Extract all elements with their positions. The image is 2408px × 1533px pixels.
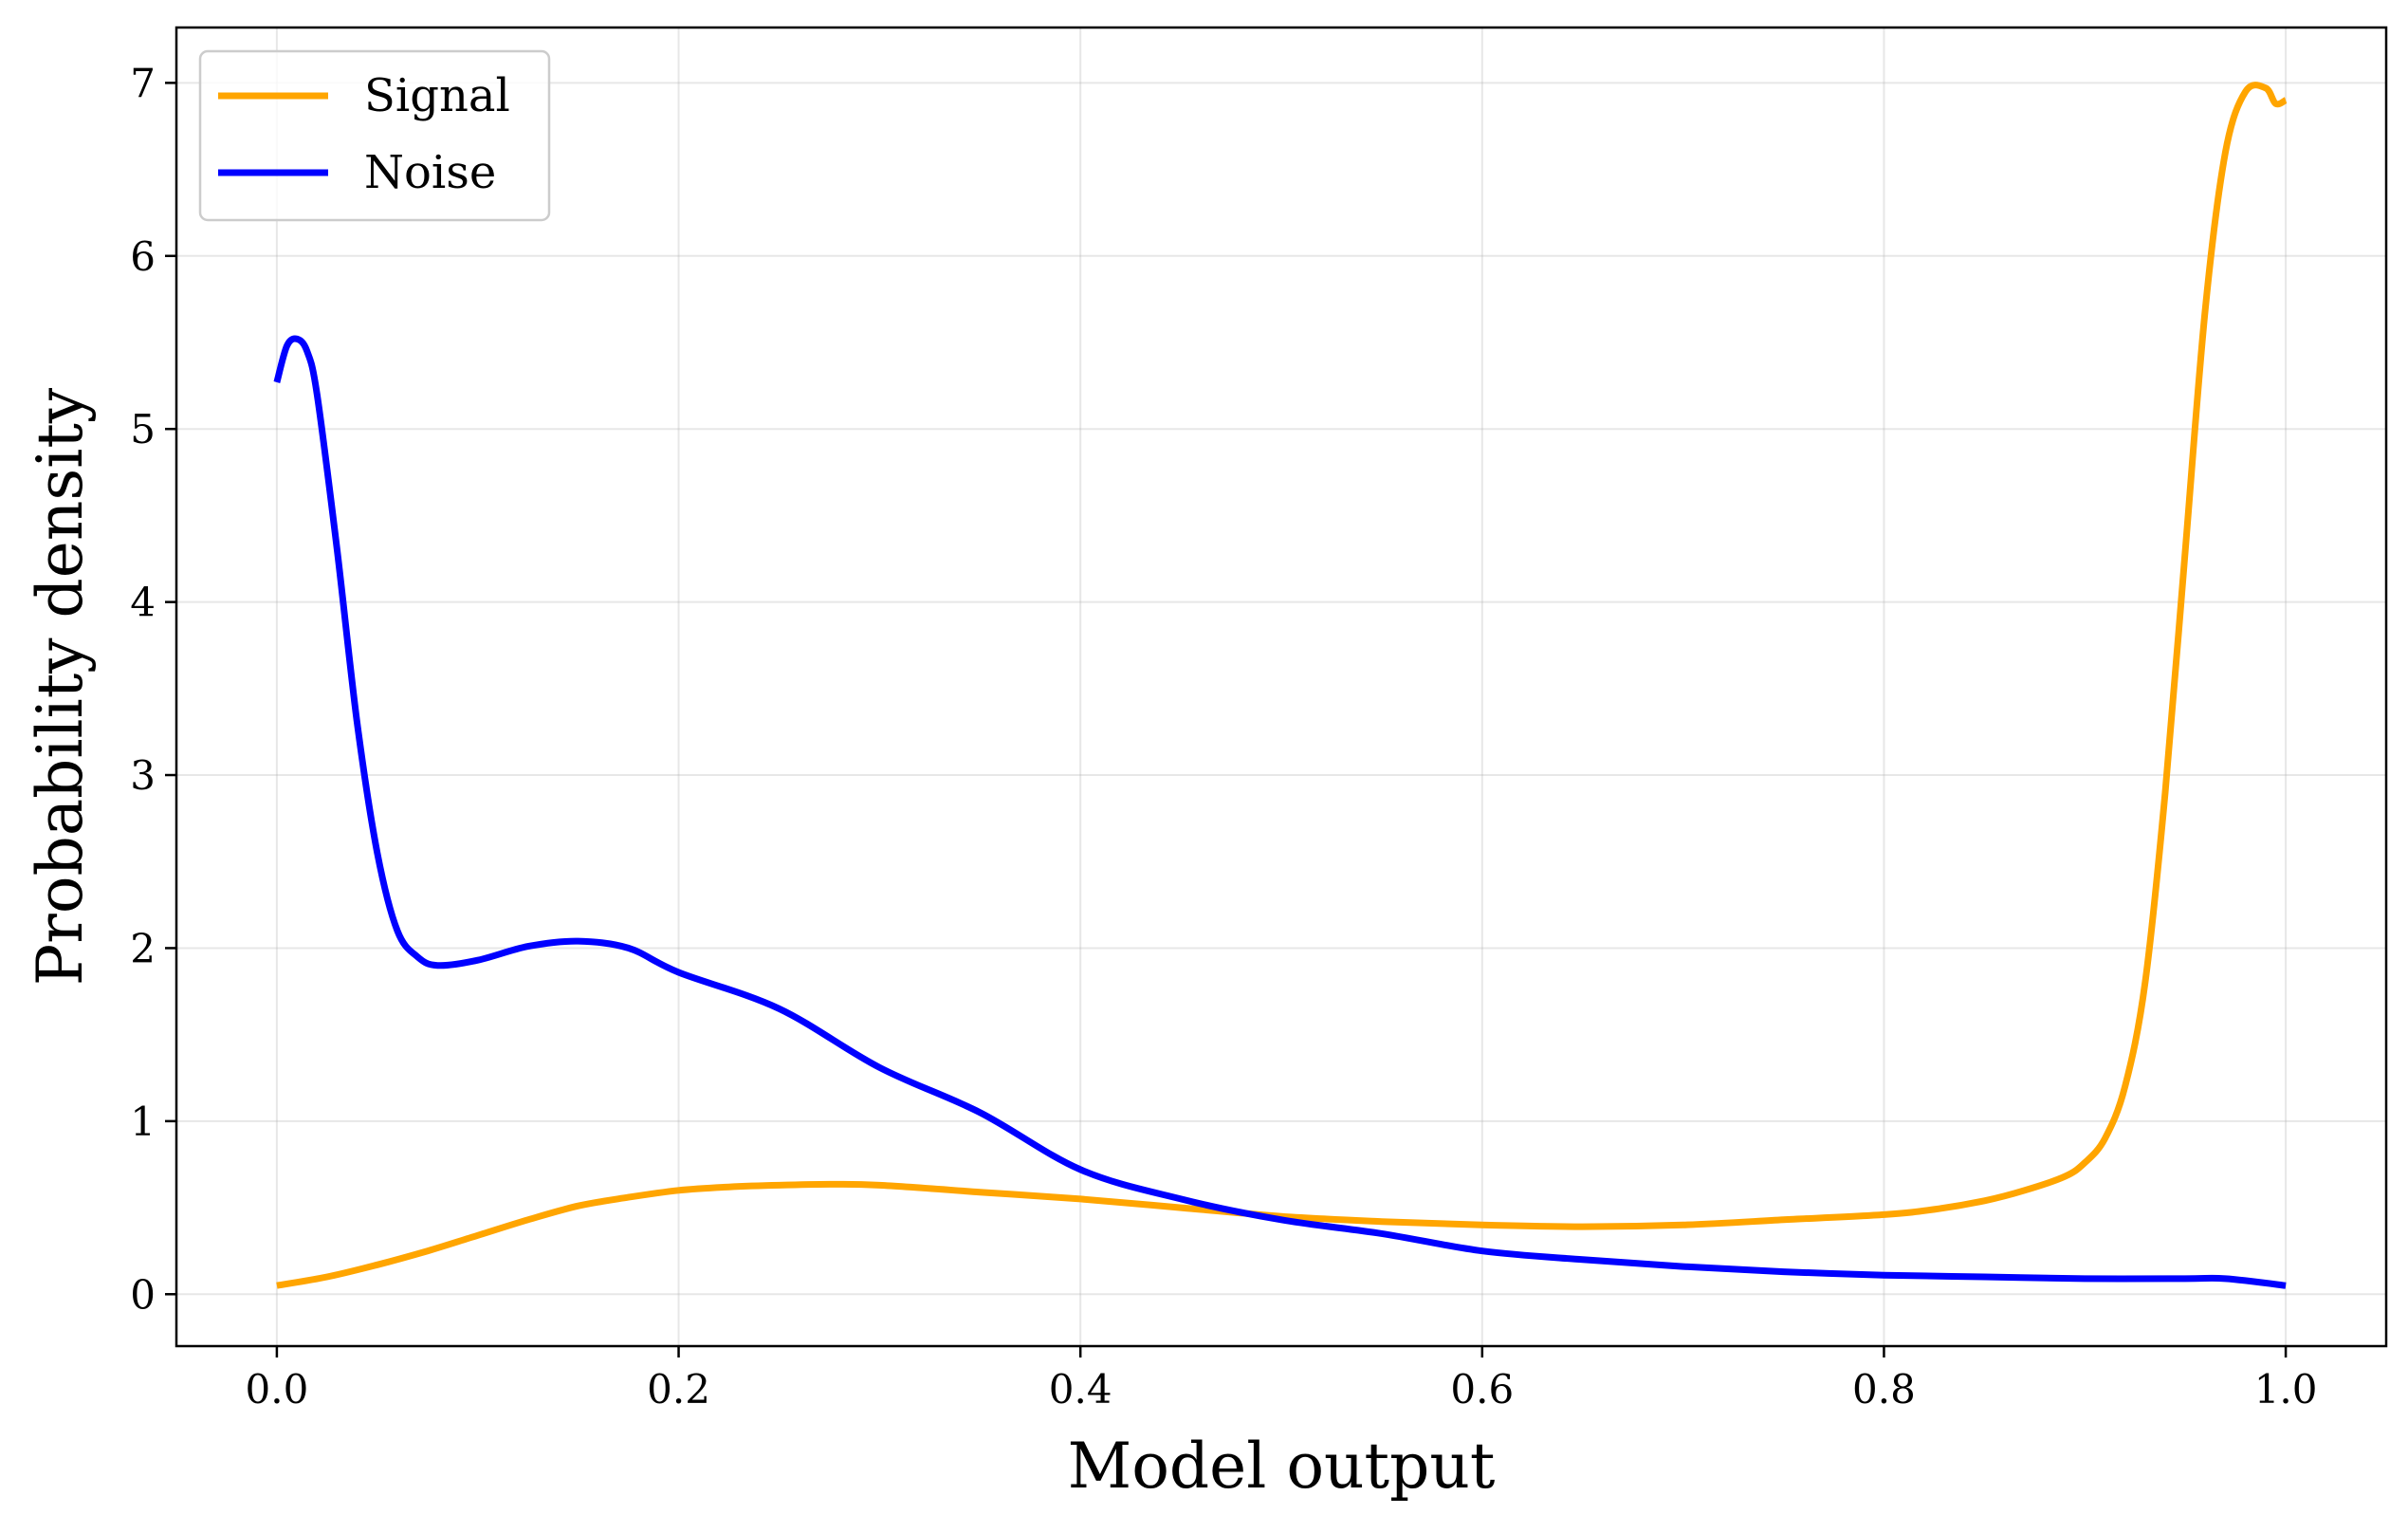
y-tick-label: 5 <box>130 406 156 453</box>
y-tick-label: 0 <box>130 1271 156 1318</box>
y-tick-label: 2 <box>130 925 156 971</box>
legend: Signal Noise <box>198 49 551 222</box>
x-tick-label: 0.4 <box>1049 1366 1112 1413</box>
x-tick-label: 0.2 <box>647 1366 710 1413</box>
y-tick-label: 7 <box>130 60 156 106</box>
x-tick-label: 0.0 <box>246 1366 309 1413</box>
series-line-signal <box>276 82 2288 1289</box>
series-layer <box>273 82 2288 1289</box>
ticks: 0.0 0.2 0.4 0.6 0.8 1.0 0 1 2 3 4 5 6 7 <box>130 60 2317 1413</box>
y-axis-label: Probability density <box>24 387 97 986</box>
x-axis-label: Model output <box>1068 1430 1496 1503</box>
legend-label-noise: Noise <box>364 146 496 199</box>
legend-label-signal: Signal <box>364 69 510 122</box>
x-tick-label: 1.0 <box>2254 1366 2318 1413</box>
series-line-noise <box>273 335 2287 1289</box>
plot-frame <box>175 26 2388 1348</box>
y-tick-label: 6 <box>130 233 156 280</box>
y-tick-label: 1 <box>130 1099 156 1145</box>
x-tick-label: 0.8 <box>1852 1366 1916 1413</box>
y-tick-label: 4 <box>130 580 156 626</box>
y-tick-label: 3 <box>130 752 156 799</box>
x-tick-label: 0.6 <box>1450 1366 1514 1413</box>
grid <box>176 28 2386 1346</box>
